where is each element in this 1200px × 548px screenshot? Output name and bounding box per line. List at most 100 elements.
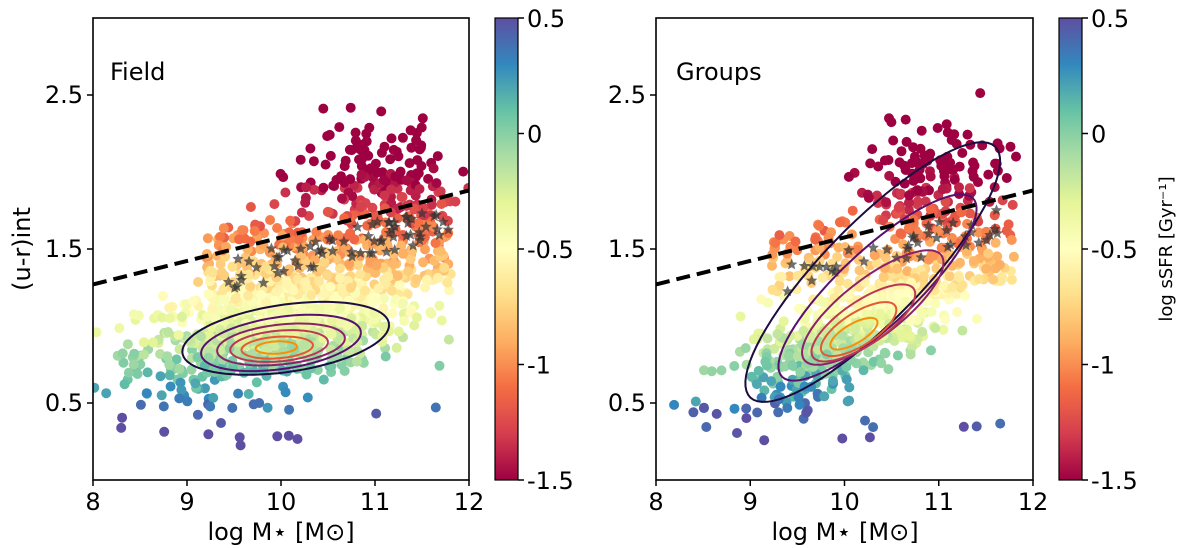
colorbar-tick-label: -1.5 xyxy=(527,467,574,495)
scatter-point xyxy=(944,164,955,175)
scatter-point xyxy=(426,308,437,319)
scatter-point xyxy=(164,370,175,381)
field-colorbar-ticks: 0.5 0 -0.5 -1 -1.5 xyxy=(518,5,574,495)
scatter-point xyxy=(308,156,319,167)
scatter-point xyxy=(399,315,410,326)
scatter-point xyxy=(352,337,363,348)
scatter-point xyxy=(995,418,1006,429)
scatter-point xyxy=(814,255,825,266)
scatter-point xyxy=(326,329,337,340)
scatter-point xyxy=(292,434,303,444)
density-contour xyxy=(254,340,298,355)
scatter-point xyxy=(769,343,780,354)
scatter-point xyxy=(421,274,432,285)
scatter-point xyxy=(883,155,894,165)
star-marker xyxy=(400,210,412,222)
separation-line xyxy=(93,188,469,287)
x-tick-label: 12 xyxy=(1018,488,1049,516)
groups-panel-title: Groups xyxy=(676,58,762,86)
panel-groups: Groups 8 9 10 11 12 0.5 1.5 2.5 log M⋆ [M⊙] xyxy=(608,17,1049,546)
scatter-point xyxy=(1003,219,1014,230)
scatter-point xyxy=(411,135,422,146)
scatter-point xyxy=(947,282,958,293)
scatter-point xyxy=(190,378,201,389)
scatter-point xyxy=(335,303,346,314)
scatter-point xyxy=(867,144,878,155)
scatter-point xyxy=(917,308,928,319)
scatter-point xyxy=(880,253,891,263)
y-tick-label: 2.5 xyxy=(45,81,83,109)
scatter-point xyxy=(174,364,185,374)
scatter-point xyxy=(184,334,195,345)
scatter-point xyxy=(990,237,1001,248)
star-marker xyxy=(371,215,384,227)
scatter-point xyxy=(379,190,390,201)
scatter-point xyxy=(261,297,272,308)
star-marker xyxy=(316,247,328,259)
scatter-point xyxy=(864,432,875,443)
scatter-point xyxy=(325,282,336,292)
star-marker xyxy=(309,235,322,247)
star-marker xyxy=(942,241,954,252)
star-marker xyxy=(304,240,316,252)
scatter-point xyxy=(345,282,356,293)
star-marker xyxy=(433,229,446,240)
scatter-point xyxy=(249,226,260,236)
scatter-point xyxy=(716,365,727,376)
scatter-point xyxy=(283,430,294,441)
scatter-point xyxy=(925,204,936,215)
scatter-point xyxy=(818,297,829,308)
scatter-point xyxy=(958,421,969,432)
scatter-point xyxy=(908,175,919,186)
scatter-point xyxy=(690,396,701,407)
star-marker xyxy=(843,244,855,256)
scatter-point xyxy=(926,345,936,356)
scatter-point xyxy=(367,297,378,308)
star-marker xyxy=(346,250,358,262)
scatter-point xyxy=(930,298,941,309)
star-marker xyxy=(442,223,454,235)
scatter-point xyxy=(794,303,805,314)
scatter-point xyxy=(841,374,852,385)
scatter-point xyxy=(203,429,214,440)
star-marker xyxy=(908,230,920,241)
scatter-point xyxy=(301,369,312,380)
scatter-point xyxy=(688,407,699,418)
scatter-point xyxy=(405,125,416,136)
star-marker xyxy=(354,247,367,258)
scatter-point xyxy=(443,334,454,345)
star-marker xyxy=(327,245,339,256)
colorbar-tick-label: 0.5 xyxy=(1091,5,1129,33)
scatter-point xyxy=(752,407,763,418)
scatter-point xyxy=(171,354,182,365)
star-marker xyxy=(346,246,358,257)
star-marker xyxy=(431,223,443,235)
star-marker xyxy=(368,235,380,247)
scatter-point xyxy=(411,274,422,285)
star-marker xyxy=(915,251,927,263)
scatter-point xyxy=(732,428,742,438)
star-marker xyxy=(989,222,1001,234)
scatter-point xyxy=(397,192,408,202)
star-marker xyxy=(273,251,285,262)
scatter-point xyxy=(971,314,982,324)
scatter-point xyxy=(434,300,445,311)
groups-plot-area xyxy=(656,88,1033,446)
scatter-point xyxy=(903,205,914,215)
scatter-point xyxy=(701,422,712,432)
scatter-point xyxy=(207,303,218,314)
scatter-point xyxy=(741,413,752,424)
scatter-point xyxy=(981,263,992,274)
scatter-point xyxy=(227,261,238,272)
scatter-point xyxy=(926,306,937,317)
scatter-point xyxy=(420,282,431,293)
scatter-point xyxy=(409,320,420,331)
scatter-point xyxy=(879,347,890,358)
star-marker xyxy=(923,227,935,239)
scatter-point xyxy=(784,271,795,282)
scatter-point xyxy=(301,182,312,193)
scatter-point xyxy=(894,157,905,168)
scatter-point xyxy=(280,187,291,198)
density-contour xyxy=(181,300,391,376)
scatter-point xyxy=(218,285,229,296)
